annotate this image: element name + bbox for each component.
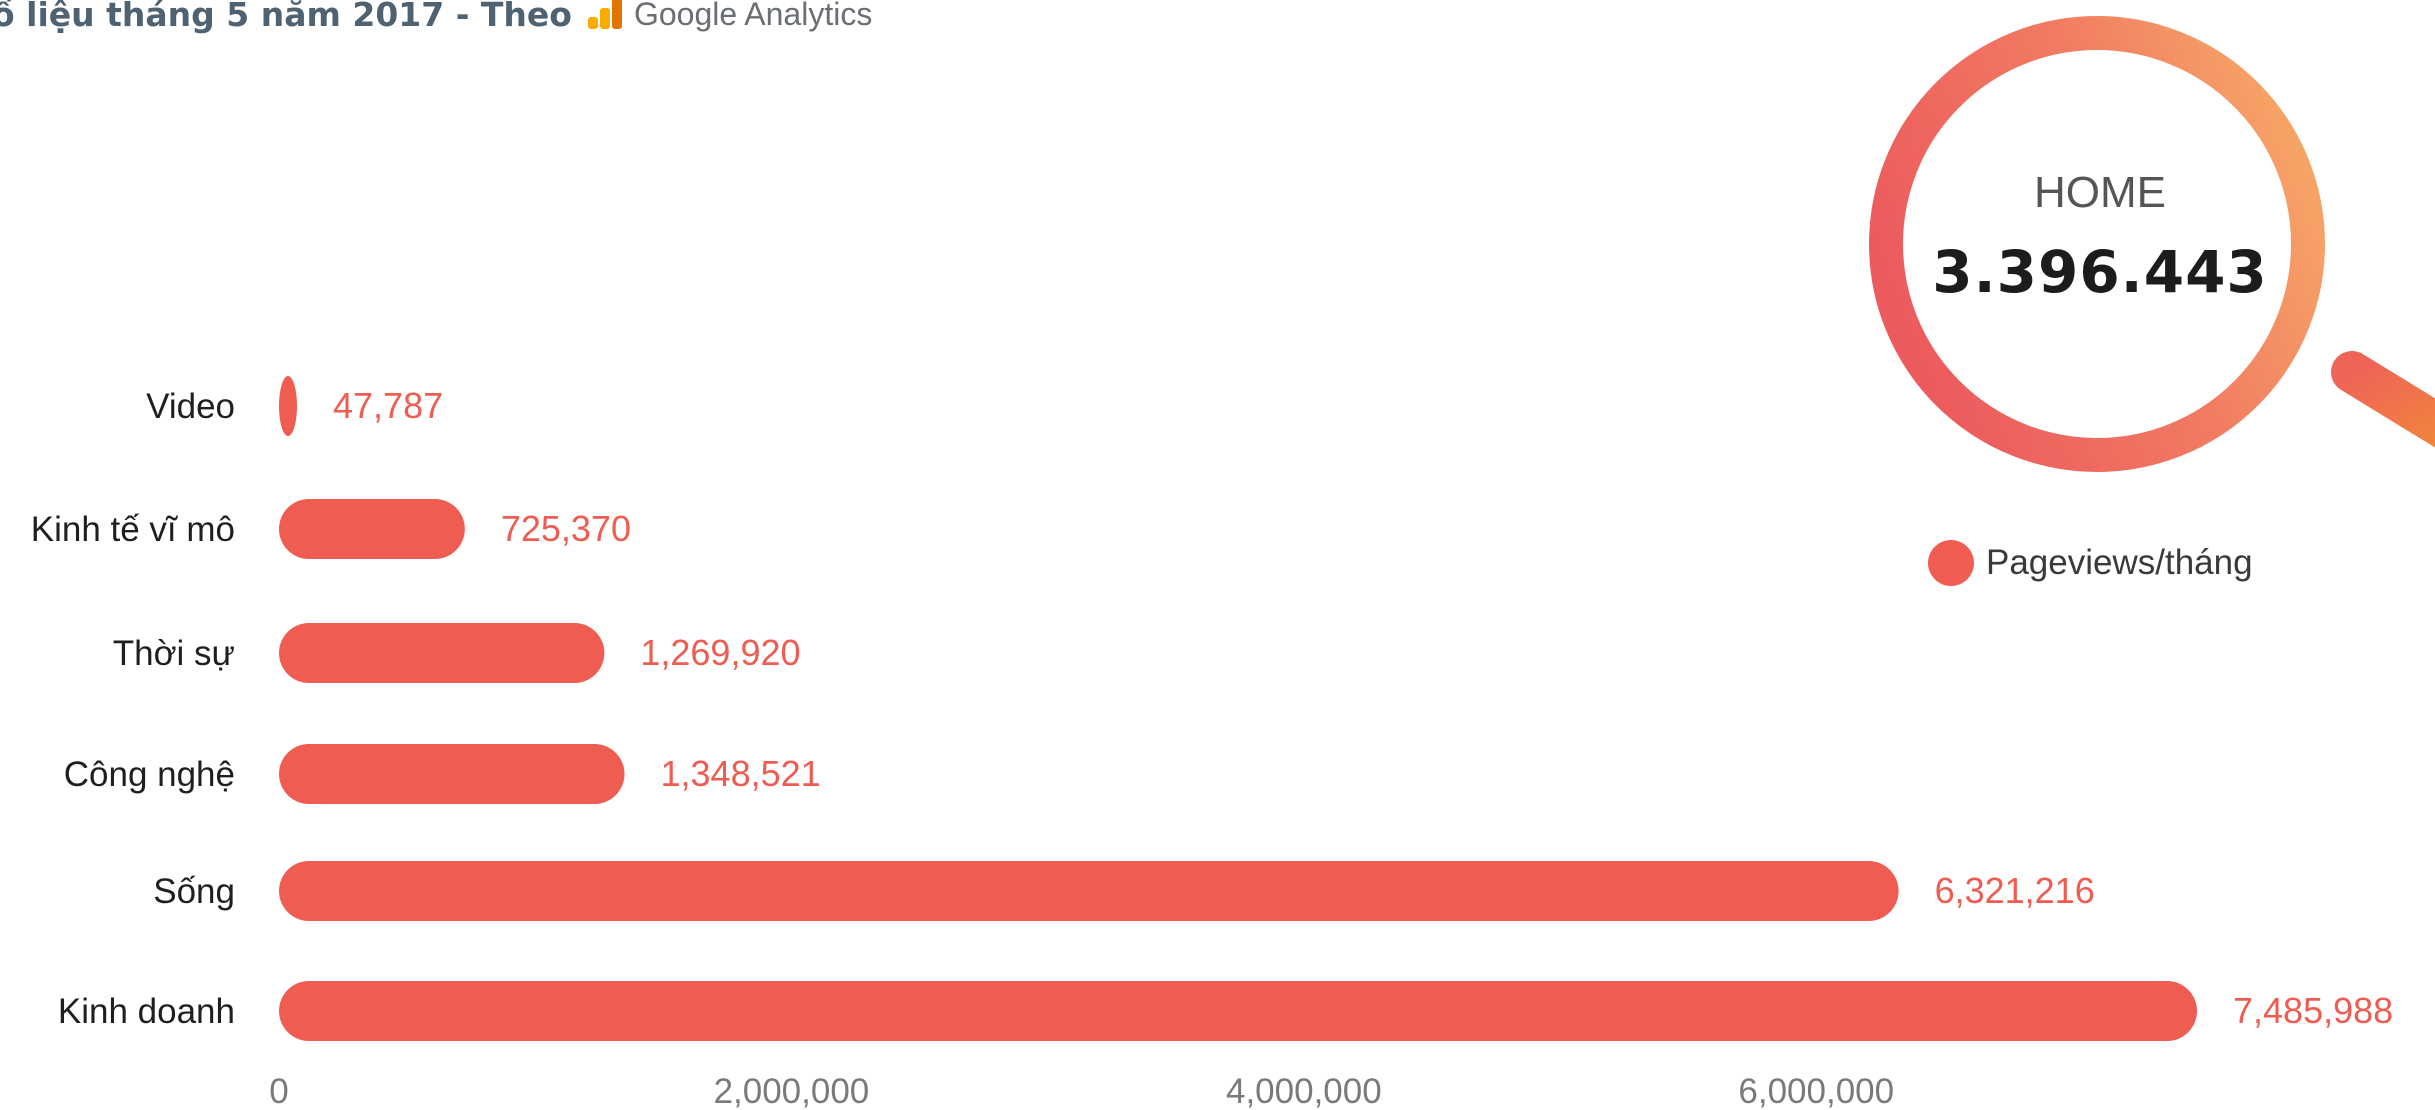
magnifier-ring-icon [1869,16,2435,472]
category-label: Kinh tế vĩ mô [31,510,235,549]
bar-0 [279,376,297,436]
bar-3 [279,744,625,804]
bar-5 [279,981,2197,1041]
bar-1 [279,499,465,559]
value-label: 6,321,216 [1935,870,2095,911]
x-tick-label: 6,000,000 [1738,1072,1894,1110]
x-tick-label: 4,000,000 [1226,1072,1382,1110]
legend-swatch [1928,540,1974,586]
google-analytics-text: Google Analytics [633,0,873,32]
value-label: 1,269,920 [640,632,800,673]
home-pageviews-value: 3.396.443 [1932,238,2268,306]
x-tick-label: 0 [269,1072,288,1110]
category-label: Thời sự [113,634,235,673]
legend-label: Pageviews/tháng [1986,543,2253,582]
header-text: ố liệu tháng 5 năm 2017 - Theo [0,0,572,34]
bars [279,376,2197,1041]
legend: Pageviews/tháng [1928,540,2253,586]
category-labels: Video Kinh tế vĩ mô Thời sự Công nghệ Sống Ki… [31,387,235,1031]
value-label: 47,787 [333,385,443,426]
category-label: Sống [153,872,235,911]
x-axis-tick-labels: 0 2,000,000 4,000,000 6,000,000 [269,1072,1894,1110]
value-label: 1,348,521 [661,753,821,794]
value-labels: 47,787 725,370 1,269,920 1,348,521 6,321,216… [333,385,2393,1031]
google-analytics-icon [587,0,622,29]
bar-2 [279,623,605,683]
chart-header: ố liệu tháng 5 năm 2017 - Theo Google An… [0,0,872,38]
bar-4 [279,861,1899,921]
value-label: 7,485,988 [2233,990,2393,1031]
category-label: Video [146,387,235,426]
x-tick-label: 2,000,000 [714,1072,870,1110]
value-label: 725,370 [501,508,631,549]
category-label: Công nghệ [64,755,235,794]
category-label: Kinh doanh [58,992,235,1031]
home-label: HOME [2034,168,2166,217]
